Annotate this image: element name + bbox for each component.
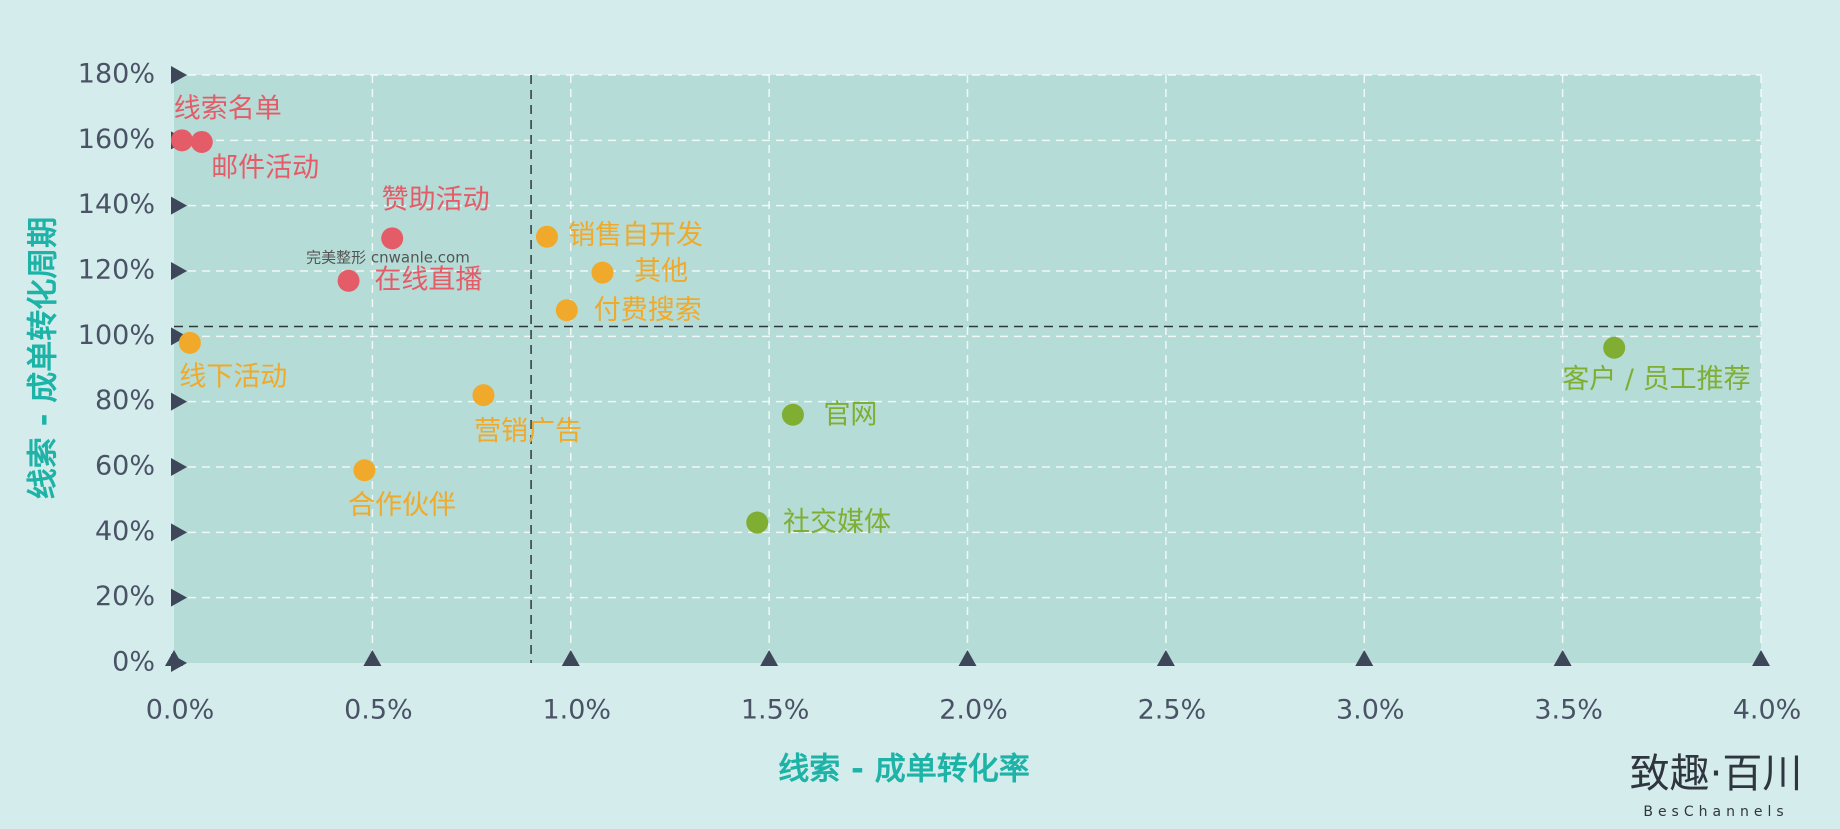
point <box>746 511 769 534</box>
y-tick-label: 180% <box>78 59 155 90</box>
x-tick-mark <box>1156 650 1175 666</box>
x-tick-label: 2.0% <box>939 695 1008 726</box>
y-tick-mark <box>171 458 187 476</box>
y-tick-mark <box>171 392 187 411</box>
y-tick-mark <box>171 588 187 607</box>
y-tick-label: 80% <box>95 385 155 416</box>
point-label: 其他 <box>634 256 688 287</box>
logo-sub: BesChannels <box>1643 804 1788 820</box>
x-tick-mark <box>165 650 183 666</box>
x-tick-label: 2.5% <box>1138 695 1207 726</box>
point-label: 付费搜索 <box>594 295 702 326</box>
x-tick-mark <box>1553 650 1572 666</box>
point-label: 在线直播 <box>374 264 482 295</box>
point <box>170 129 193 152</box>
y-tick-label: 100% <box>78 320 155 351</box>
point-label: 客户 / 员工推荐 <box>1562 364 1750 395</box>
x-tick-mark <box>1752 650 1770 666</box>
x-tick-mark <box>561 650 580 666</box>
x-axis-title: 线索 - 成单转化率 <box>778 752 1029 788</box>
point <box>591 261 614 284</box>
point-label: 官网 <box>823 399 877 430</box>
point <box>1603 336 1626 359</box>
watermark: 完美整形 cnwanle.com <box>306 249 470 267</box>
y-tick-mark <box>171 196 187 215</box>
point-label: 营销广告 <box>474 416 582 447</box>
point <box>178 331 201 354</box>
point-label: 线下活动 <box>179 362 287 393</box>
point <box>555 299 578 322</box>
y-tick-mark <box>171 523 187 542</box>
point-label: 社交媒体 <box>783 507 891 538</box>
x-tick-mark <box>1355 650 1374 666</box>
x-tick-label: 0.0% <box>146 695 215 726</box>
y-axis-title: 线索 - 成单转化周期 <box>26 217 62 499</box>
point-label: 线索名单 <box>174 93 282 124</box>
logo: 致趣·百川 <box>1630 751 1803 797</box>
point <box>381 227 404 250</box>
point-label: 销售自开发 <box>568 220 703 251</box>
x-tick-mark <box>958 650 977 666</box>
x-tick-mark <box>760 650 779 666</box>
point <box>472 384 495 407</box>
y-tick-label: 140% <box>78 189 155 220</box>
y-tick-label: 60% <box>95 451 155 482</box>
point-label: 合作伙伴 <box>348 490 456 521</box>
x-tick-label: 3.0% <box>1336 695 1405 726</box>
point <box>190 130 213 153</box>
y-tick-label: 160% <box>78 124 155 155</box>
point-label: 邮件活动 <box>211 152 319 183</box>
y-tick-mark <box>171 262 187 280</box>
point <box>353 459 376 482</box>
x-tick-mark <box>363 650 382 666</box>
y-tick-label: 0% <box>112 647 155 678</box>
x-tick-label: 1.0% <box>542 695 611 726</box>
y-tick-label: 20% <box>95 581 155 612</box>
point-label: 赞助活动 <box>382 184 490 215</box>
point <box>781 403 804 426</box>
x-tick-label: 1.5% <box>741 695 810 726</box>
x-tick-label: 0.5% <box>344 695 413 726</box>
x-tick-label: 4.0% <box>1733 695 1802 726</box>
x-tick-label: 3.5% <box>1534 695 1603 726</box>
y-tick-mark <box>171 327 187 346</box>
y-tick-mark <box>171 66 187 84</box>
point <box>337 269 360 292</box>
point <box>535 225 558 248</box>
y-tick-label: 40% <box>95 516 155 547</box>
y-tick-label: 120% <box>78 255 155 286</box>
